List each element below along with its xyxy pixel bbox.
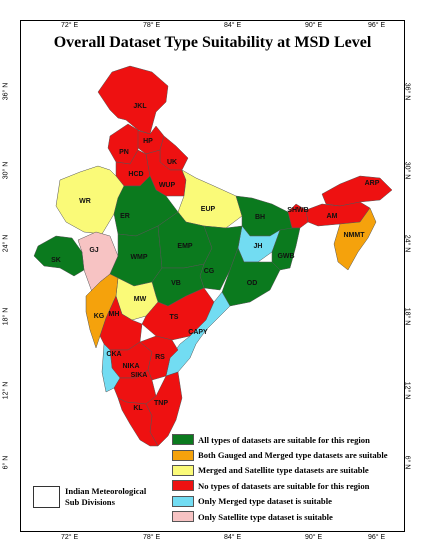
region-label-nmmt: NMMT: [344, 232, 366, 239]
legend-item-merged-only: Only Merged type dataset is suitable: [172, 494, 388, 509]
legend-swatch: [172, 495, 194, 507]
legend-item-satellite-only: Only Satellite type dataset is suitable: [172, 509, 388, 524]
subdivision-key-line1: Indian Meteorological: [65, 486, 147, 496]
region-label-cg: CG: [204, 268, 215, 275]
region-label-kg: KG: [94, 313, 105, 320]
region-cg: [199, 225, 243, 291]
region-label-rs: RS: [155, 354, 165, 361]
region-label-gj: GJ: [89, 247, 98, 254]
lon-tick-top: 78° E: [143, 22, 161, 29]
lon-tick-bottom: 84° E: [224, 534, 242, 541]
region-label-sk: SK: [51, 257, 61, 264]
lon-tick-bottom: 72° E: [61, 534, 79, 541]
legend-label: Only Merged type dataset is suitable: [198, 496, 332, 507]
region-label-jkl: JKL: [133, 103, 147, 110]
legend-item-none: No types of datasets are suitable for th…: [172, 478, 388, 493]
region-label-tnp: TNP: [154, 400, 168, 407]
region-label-am: AM: [327, 213, 338, 220]
region-eup: [177, 169, 243, 229]
region-jkl: [97, 65, 169, 135]
legend-item-merged-satellite: Merged and Satellite type datasets are s…: [172, 463, 388, 478]
region-label-bh: BH: [255, 214, 265, 221]
region-label-capy: CAPY: [188, 329, 208, 336]
region-label-emp: EMP: [177, 243, 193, 250]
legend-swatch: [172, 434, 194, 446]
region-label-wmp: WMP: [130, 254, 147, 261]
legend-swatch: [172, 480, 194, 492]
region-gwb: [271, 227, 301, 271]
region-sk: [33, 235, 85, 277]
region-label-shwb: SHWB: [287, 207, 308, 214]
region-kl: [117, 397, 159, 447]
lon-tick-bottom: 90° E: [305, 534, 323, 541]
lon-tick-top: 96° E: [368, 22, 386, 29]
region-label-vb: VB: [171, 280, 181, 287]
legend-label: Only Satellite type dataset is suitable: [198, 511, 333, 522]
subdivision-key-line2: Sub Divisions: [65, 497, 115, 507]
region-label-gwb: GWB: [277, 253, 294, 260]
legend-swatch: [172, 511, 194, 523]
region-label-pn: PN: [119, 149, 129, 156]
lon-tick-top: 84° E: [224, 22, 242, 29]
legend-label: No types of datasets are suitable for th…: [198, 480, 370, 491]
lon-tick-top: 90° E: [305, 22, 323, 29]
region-nmmt: [333, 207, 377, 271]
region-label-kl: KL: [133, 405, 143, 412]
legend: All types of datasets are suitable for t…: [172, 432, 388, 524]
map-title: Overall Dataset Type Suitability at MSD …: [53, 34, 372, 51]
region-label-hcd: HCD: [128, 171, 143, 178]
region-label-arp: ARP: [365, 180, 380, 187]
region-label-er: ER: [120, 213, 130, 220]
region-arp: [321, 175, 393, 207]
legend-item-gauged-merged: Both Gauged and Merged type datasets are…: [172, 447, 388, 462]
subdivision-outline-swatch: [33, 486, 60, 508]
legend-swatch: [172, 449, 194, 461]
region-label-cka: CKA: [106, 351, 121, 358]
region-label-hp: HP: [143, 138, 153, 145]
region-label-mh: MH: [109, 311, 120, 318]
region-label-wup: WUP: [159, 182, 176, 189]
region-label-sika: SIKA: [131, 372, 148, 379]
region-rs: [139, 335, 179, 381]
legend-swatch: [172, 464, 194, 476]
legend-label: Merged and Satellite type datasets are s…: [198, 465, 369, 476]
region-od: [221, 247, 281, 307]
region-label-uk: UK: [167, 159, 177, 166]
lon-tick-bottom: 96° E: [368, 534, 386, 541]
region-label-mw: MW: [134, 296, 147, 303]
region-label-nika: NIKA: [122, 363, 139, 370]
subdivision-key: Indian Meteorological Sub Divisions: [33, 486, 146, 508]
region-label-wr: WR: [79, 198, 91, 205]
lon-tick-top: 72° E: [61, 22, 79, 29]
region-label-ts: TS: [170, 314, 179, 321]
region-label-jh: JH: [254, 243, 263, 250]
legend-label: All types of datasets are suitable for t…: [198, 434, 370, 445]
legend-item-all: All types of datasets are suitable for t…: [172, 432, 388, 447]
lon-tick-bottom: 78° E: [143, 534, 161, 541]
region-label-od: OD: [247, 280, 258, 287]
region-label-eup: EUP: [201, 206, 216, 213]
legend-label: Both Gauged and Merged type datasets are…: [198, 450, 388, 461]
